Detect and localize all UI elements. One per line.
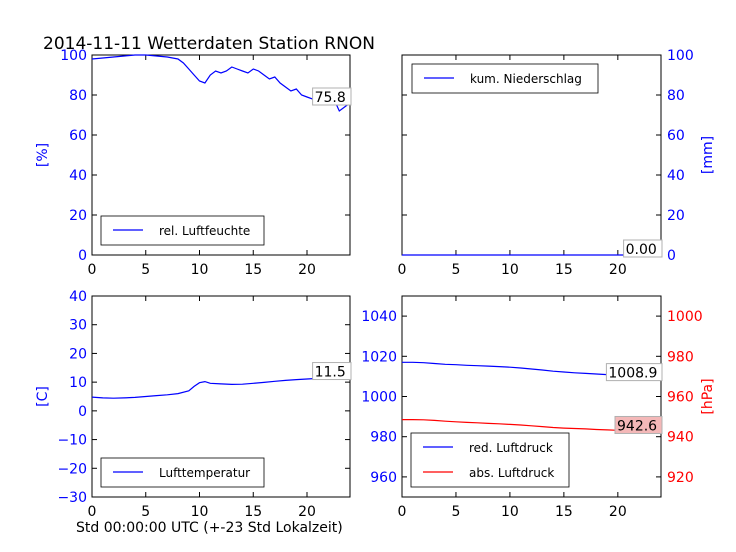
y-tick-label: 80 (667, 88, 685, 104)
value-label: 942.6 (617, 418, 657, 434)
x-axis-label: Std 00:00:00 UTC (+-23 Std Lokalzeit) (76, 520, 343, 536)
panel-top-right: 0 5 10 15 20 0 20 40 60 80 100 [mm] 0.00 kum. Nieders… (398, 48, 716, 278)
y-tick-label-left: 1000 (361, 390, 397, 406)
y-tick-label-right: 1000 (667, 309, 703, 325)
y-tick-label: 20 (69, 208, 87, 224)
y-tick-label-right: 940 (667, 430, 694, 446)
y-tick-label: 40 (69, 289, 87, 305)
x-tick-label: 0 (398, 262, 407, 278)
y-tick-label: 10 (69, 375, 87, 391)
y-tick-label: 100 (667, 48, 694, 64)
y-axis-label: [hPa] (700, 378, 716, 414)
legend-label: Lufttemperatur (159, 466, 250, 480)
value-label: 75.8 (315, 90, 346, 106)
series-line-rel-luftfeuchte (91, 54, 351, 112)
series-line-lufttemperatur (91, 376, 351, 399)
x-tick-label: 20 (298, 262, 316, 278)
y-axis-label: [mm] (700, 136, 716, 174)
legend-label: abs. Luftdruck (469, 466, 554, 480)
x-tick-label: 15 (244, 504, 262, 520)
value-box (623, 239, 663, 258)
x-tick-label: 5 (451, 262, 460, 278)
x-tick-label: 0 (88, 504, 97, 520)
y-tick-label: 60 (667, 128, 685, 144)
value-box (312, 362, 352, 381)
y-tick-label-left: 980 (370, 430, 397, 446)
value-label: 11.5 (315, 365, 346, 381)
y-tick-label: 0 (78, 404, 87, 420)
x-tick-label: 5 (141, 262, 150, 278)
legend-label: kum. Niederschlag (470, 72, 582, 86)
x-tick-label: 5 (451, 504, 460, 520)
plot-frame (91, 295, 351, 498)
x-tick-label: 0 (88, 262, 97, 278)
y-tick-label: −20 (57, 461, 87, 477)
y-tick-label: 20 (69, 346, 87, 362)
y-tick-label-left: 960 (370, 470, 397, 486)
x-tick-label: 15 (555, 262, 573, 278)
x-tick-label: 15 (244, 262, 262, 278)
y-tick-label: 0 (667, 248, 676, 264)
y-tick-label: 40 (667, 168, 685, 184)
y-tick-label-right: 920 (667, 470, 694, 486)
y-tick-label: 40 (69, 168, 87, 184)
x-tick-label: 20 (609, 504, 627, 520)
plot-frame (91, 54, 351, 256)
value-label: 1008.9 (608, 366, 657, 382)
value-box (312, 87, 352, 106)
y-axis-label: [C] (35, 386, 51, 407)
x-tick-label: 20 (609, 262, 627, 278)
panel-bottom-left: 0 5 10 15 20 −30 −20 −10 0 10 20 30 40 [C] 11.5 Lufttem… (35, 289, 352, 520)
y-tick-label: 60 (69, 128, 87, 144)
y-tick-label: 100 (60, 48, 87, 64)
figure-title: 2014-11-11 Wetterdaten Station RNON (43, 34, 375, 54)
legend-label: red. Luftdruck (469, 441, 553, 455)
panel-bottom-right: 0 5 10 15 20 960 980 1000 1020 1040 920 940 960 980 10… (361, 295, 716, 520)
y-tick-label: 20 (667, 208, 685, 224)
x-tick-label: 10 (191, 262, 209, 278)
y-tick-label: 30 (69, 318, 87, 334)
y-tick-label: 80 (69, 88, 87, 104)
y-tick-label: 0 (78, 248, 87, 264)
y-tick-label-right: 960 (667, 390, 694, 406)
value-box (605, 363, 663, 382)
y-tick-label-left: 1040 (361, 309, 397, 325)
legend-box (410, 432, 570, 488)
y-tick-label: −10 (57, 433, 87, 449)
legend-label: rel. Luftfeuchte (159, 224, 250, 238)
x-tick-label: 10 (501, 504, 519, 520)
panel-top-left: 0 5 10 15 20 0 20 40 60 80 100 [%] 75.8 rel. Luftfeuc… (35, 48, 352, 278)
x-tick-label: 20 (298, 504, 316, 520)
y-tick-label-right: 980 (667, 349, 694, 365)
value-box (614, 415, 663, 434)
value-label: 0.00 (626, 242, 657, 258)
x-tick-label: 10 (191, 504, 209, 520)
x-tick-label: 10 (501, 262, 519, 278)
y-tick-label: −30 (57, 490, 87, 506)
x-tick-label: 0 (398, 504, 407, 520)
y-axis-label: [%] (35, 143, 51, 167)
y-tick-label-left: 1020 (361, 349, 397, 365)
x-tick-label: 15 (555, 504, 573, 520)
x-tick-label: 5 (141, 504, 150, 520)
